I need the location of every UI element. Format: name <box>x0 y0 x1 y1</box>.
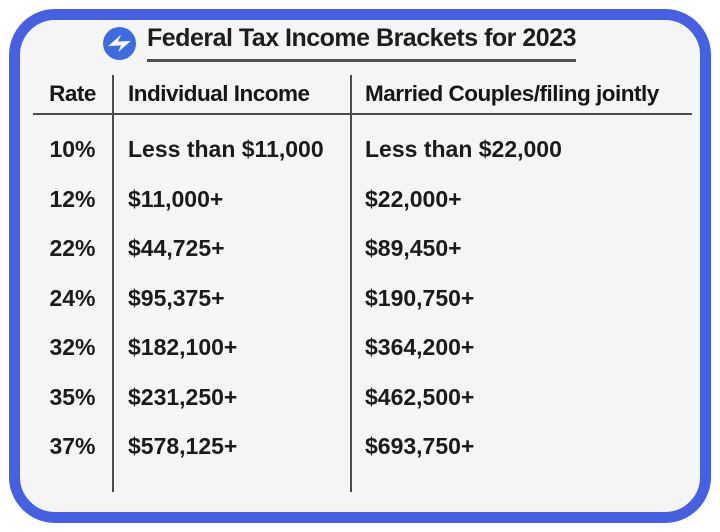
header-individual-income: Individual Income <box>128 81 310 106</box>
table-row: 37% $578,125+ $693,750+ <box>33 422 692 472</box>
header-married-jointly: Married Couples/filing jointly <box>365 81 659 106</box>
column-divider-rate-individual <box>112 75 114 492</box>
table-body: 10% Less than $11,000 Less than $22,000 … <box>33 125 692 472</box>
rate-cell: 24% <box>49 284 96 311</box>
table-row: 10% Less than $11,000 Less than $22,000 <box>33 125 692 175</box>
page-title: Federal Tax Income Brackets for 2023 <box>147 24 576 62</box>
rate-cell: 32% <box>49 334 96 361</box>
header-rate: Rate <box>49 81 96 106</box>
rate-cell: 37% <box>49 433 96 460</box>
rate-cell: 12% <box>49 185 96 212</box>
married-joint-cell: Less than $22,000 <box>365 136 562 163</box>
card-content: Federal Tax Income Brackets for 2023 Rat… <box>20 20 700 512</box>
title-row: Federal Tax Income Brackets for 2023 <box>103 24 576 62</box>
individual-income-cell: Less than $11,000 <box>128 136 324 163</box>
individual-income-cell: $11,000+ <box>128 185 224 212</box>
lightning-bolt-circle-icon <box>103 26 136 60</box>
tax-brackets-card: Federal Tax Income Brackets for 2023 Rat… <box>9 9 711 523</box>
individual-income-cell: $44,725+ <box>128 235 225 262</box>
rate-cell: 35% <box>49 383 96 410</box>
table-row: 32% $182,100+ $364,200+ <box>33 323 692 373</box>
married-joint-cell: $89,450+ <box>365 235 462 262</box>
married-joint-cell: $693,750+ <box>365 433 475 460</box>
married-joint-cell: $190,750+ <box>365 284 475 311</box>
married-joint-cell: $22,000+ <box>365 185 462 212</box>
table-row: 12% $11,000+ $22,000+ <box>33 175 692 225</box>
individual-income-cell: $231,250+ <box>128 383 238 410</box>
rate-cell: 10% <box>49 136 96 163</box>
married-joint-cell: $364,200+ <box>365 334 475 361</box>
table-row: 24% $95,375+ $190,750+ <box>33 274 692 324</box>
table-row: 35% $231,250+ $462,500+ <box>33 373 692 423</box>
column-divider-individual-married <box>350 75 352 492</box>
table-row: 22% $44,725+ $89,450+ <box>33 224 692 274</box>
table-header-row: Rate Individual Income Married Couples/f… <box>33 75 692 115</box>
rate-cell: 22% <box>49 235 96 262</box>
individual-income-cell: $578,125+ <box>128 433 238 460</box>
individual-income-cell: $182,100+ <box>128 334 238 361</box>
individual-income-cell: $95,375+ <box>128 284 225 311</box>
married-joint-cell: $462,500+ <box>365 383 475 410</box>
tax-table: Rate Individual Income Married Couples/f… <box>33 75 692 472</box>
